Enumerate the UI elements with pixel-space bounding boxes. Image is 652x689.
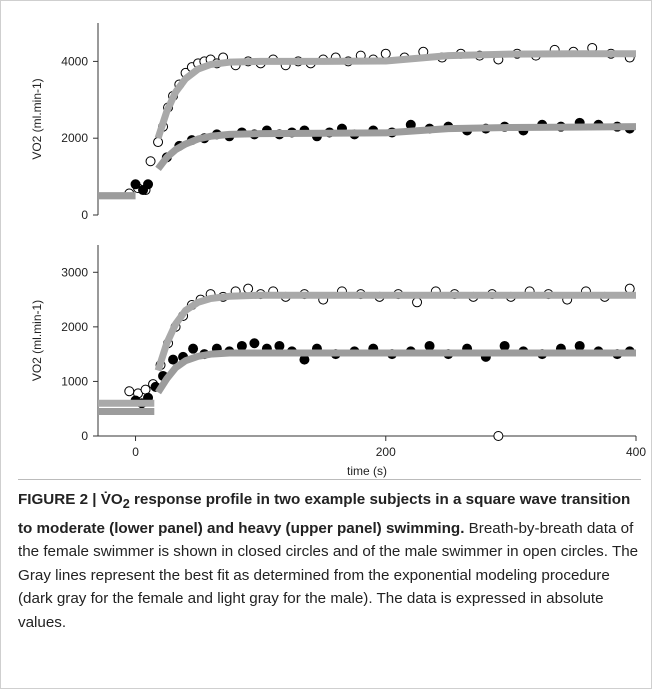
fit-line bbox=[98, 123, 637, 200]
fit-line bbox=[98, 291, 636, 407]
y-tick-label: 2000 bbox=[61, 131, 88, 145]
y-axis-label: VO2 (ml.min-1) bbox=[30, 78, 44, 159]
caption-body: Breath-by-breath data of the female swim… bbox=[18, 519, 639, 631]
y-tick-label: 3000 bbox=[61, 265, 88, 279]
y-tick-label: 1000 bbox=[61, 374, 88, 388]
data-point bbox=[168, 354, 179, 365]
y-tick-label: 2000 bbox=[61, 320, 88, 334]
x-tick-label: 400 bbox=[626, 445, 646, 459]
x-tick-label: 200 bbox=[376, 445, 396, 459]
caption: FIGURE 2 | V̇O2 response profile in two … bbox=[18, 488, 640, 635]
data-point bbox=[243, 283, 254, 294]
divider bbox=[18, 479, 641, 480]
x-axis-label: time (s) bbox=[347, 464, 387, 478]
y-tick-label: 0 bbox=[81, 429, 88, 443]
data-point bbox=[188, 343, 199, 354]
figure-label: FIGURE 2 | bbox=[18, 491, 97, 508]
data-point bbox=[412, 297, 423, 308]
data-point bbox=[124, 386, 135, 397]
data-point bbox=[493, 431, 504, 441]
y-axis-label: VO2 (ml.min-1) bbox=[30, 300, 44, 381]
data-point bbox=[574, 340, 585, 351]
data-point bbox=[499, 340, 510, 351]
title-sub: 2 bbox=[122, 497, 130, 512]
y-tick-label: 4000 bbox=[61, 54, 88, 68]
data-point bbox=[274, 340, 285, 351]
data-point bbox=[236, 340, 247, 351]
data-point bbox=[380, 48, 391, 59]
data-point bbox=[424, 340, 435, 351]
data-point bbox=[143, 179, 154, 190]
x-tick-label: 0 bbox=[132, 445, 139, 459]
fit-line bbox=[98, 349, 636, 415]
title-v: V̇O bbox=[100, 491, 123, 508]
y-tick-label: 0 bbox=[81, 208, 88, 222]
data-point bbox=[145, 156, 156, 167]
data-point bbox=[249, 338, 260, 349]
caption-title: response profile in two example subjects… bbox=[18, 491, 631, 537]
data-point bbox=[130, 179, 141, 190]
